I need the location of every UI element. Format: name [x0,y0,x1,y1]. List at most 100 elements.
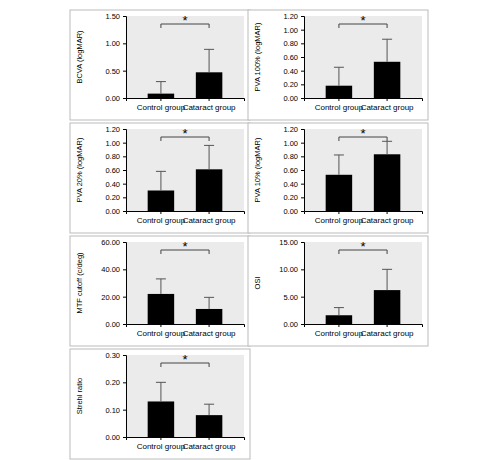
plot-background [126,129,244,211]
y-tick: 0.40 [105,180,126,189]
y-tick-line [123,410,126,411]
x-tick-label: Control group [315,216,364,225]
marks [326,39,401,98]
x-tick: Cataract group [361,324,414,338]
x-axis: Control groupCataract group [305,324,423,338]
x-tick: Cataract group [183,211,236,225]
x-axis-line [305,99,423,102]
x-tick-line [160,98,161,101]
y-tick-label: 0.40 [283,180,298,189]
y-tick-label: 0.40 [105,180,120,189]
y-tick-label: 20.00 [101,293,120,302]
x-tick-label: Cataract group [183,329,236,338]
y-axis: 0.005.0010.0015.00 [279,238,304,329]
x-tick-label: Cataract group [183,442,236,451]
x-axis: Control groupCataract group [127,324,245,338]
plot-background [304,242,422,324]
y-tick-line [301,129,304,130]
error-cap [204,404,214,405]
y-tick-line [123,297,126,298]
y-tick-line [301,98,304,99]
y-axis-title: PVA 10% (logMAR) [253,137,262,202]
y-tick-label: 40.00 [101,265,120,274]
y-axis-title: PVA 100% (logMAR) [253,22,262,92]
y-tick-line [301,297,304,298]
y-tick: 60.00 [101,238,126,247]
x-tick-line [209,437,210,440]
y-tick-line [123,143,126,144]
marks [326,269,401,324]
y-tick: 1.00 [283,26,304,35]
error-bar [382,39,392,62]
y-axis: 0.000.200.400.600.801.001.20 [283,12,304,103]
y-tick-label: 0.00 [283,207,298,216]
x-tick-label: Control group [137,216,186,225]
y-tick-line [301,184,304,185]
panel-frame [248,123,428,233]
bar [196,72,222,98]
x-tick-label: Control group [137,442,186,451]
bar [326,86,352,98]
y-tick-label: 1.20 [283,12,298,21]
x-tick-label: Control group [137,103,186,112]
y-tick-line [123,197,126,198]
y-tick-line [301,324,304,325]
y-tick-line [123,129,126,130]
error-bar [204,49,214,72]
x-tick-line [387,324,388,327]
y-tick-label: 1.50 [105,12,120,21]
y-tick-line [301,269,304,270]
plot-background [126,242,244,324]
error-bar [156,279,166,294]
y-axis-title: BCVA (logMAR) [75,30,84,84]
y-axis-title: PVA 20% (logMAR) [75,137,84,202]
plot-background [126,355,244,437]
y-tick-label: 15.00 [279,238,298,247]
error-cap [382,39,392,40]
x-axis: Control groupCataract group [127,98,245,112]
panel-frame [70,349,250,459]
error-cap [204,49,214,50]
marks [148,145,223,211]
panel: 0.000.200.400.600.801.001.20Control grou… [248,10,428,120]
y-tick-label: 1.00 [283,139,298,148]
x-tick-line [338,98,339,101]
x-tick-line [209,98,210,101]
x-axis-line [127,438,245,441]
panel-frame [248,10,428,120]
y-tick: 0.80 [283,39,304,48]
y-tick: 5.00 [283,293,304,302]
y-tick-label: 0.80 [105,152,120,161]
bar [196,309,222,324]
y-tick-label: 1.00 [283,26,298,35]
significance-marker: * [360,239,365,254]
y-tick-line [301,43,304,44]
error-bar [204,404,214,415]
y-axis: 0.000.501.001.50 [105,12,126,103]
y-tick-label: 0.20 [105,378,120,387]
y-tick: 15.00 [279,238,304,247]
y-tick: 0.10 [105,406,126,415]
y-axis-line [301,130,305,212]
panel: 0.0020.0040.0060.00Control groupCataract… [70,236,250,346]
error-bar [156,82,166,94]
y-tick-label: 0.80 [283,152,298,161]
bar [148,294,174,324]
x-axis: Control groupCataract group [127,437,245,451]
y-tick-line [123,170,126,171]
plot-background [126,16,244,98]
x-tick-line [387,211,388,214]
significance-marker: * [182,239,187,254]
error-cap [334,154,344,155]
x-tick: Cataract group [183,98,236,112]
x-tick-line [160,324,161,327]
significance-marker: * [360,126,365,141]
error-line [209,49,210,72]
x-axis-line [127,212,245,215]
error-line [387,141,388,154]
bar [326,175,352,211]
y-tick-line [301,197,304,198]
y-tick-line [301,84,304,85]
error-line [209,297,210,309]
x-tick-line [160,437,161,440]
